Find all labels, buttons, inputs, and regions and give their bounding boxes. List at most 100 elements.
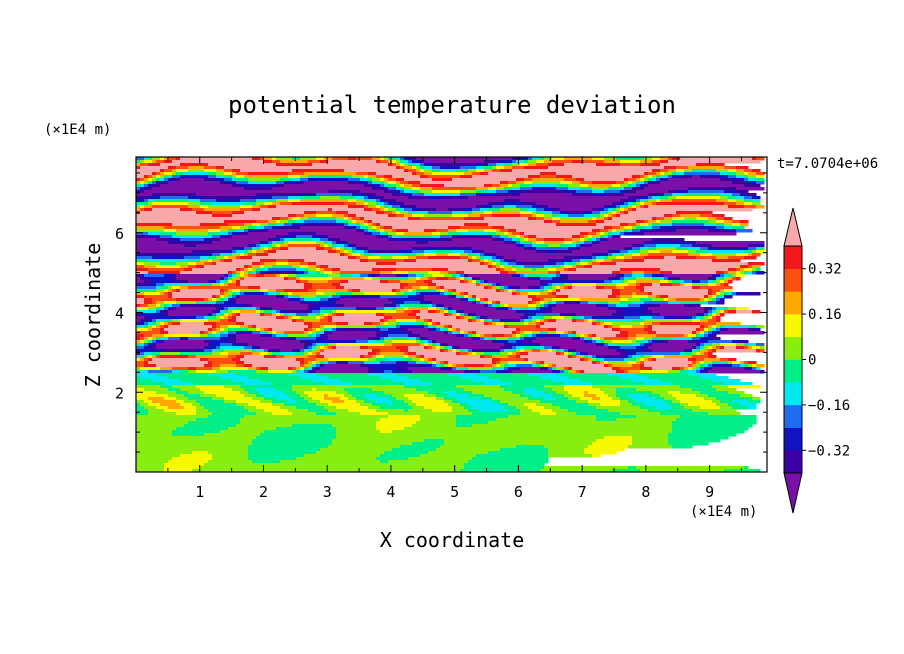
contour-cell	[304, 331, 309, 335]
contour-cell	[276, 310, 281, 314]
contour-cell	[608, 250, 617, 254]
contour-cell	[236, 361, 245, 365]
contour-cell	[172, 385, 197, 389]
contour-cell	[604, 205, 609, 209]
contour-cell	[376, 394, 393, 398]
contour-cell	[660, 283, 673, 287]
contour-cell	[652, 298, 665, 302]
contour-cell	[424, 364, 433, 368]
contour-cell	[544, 160, 553, 164]
contour-cell	[424, 346, 429, 350]
contour-cell	[428, 391, 445, 395]
contour-cell	[384, 205, 389, 209]
contour-cell	[672, 424, 753, 428]
contour-cell	[160, 292, 165, 296]
contour-cell	[160, 310, 165, 314]
contour-cell	[292, 397, 305, 401]
contour-cell	[356, 247, 361, 251]
contour-cell	[668, 175, 673, 179]
contour-cell	[432, 190, 461, 194]
contour-cell	[256, 193, 301, 197]
contour-cell	[420, 337, 425, 341]
contour-cell	[572, 235, 581, 239]
contour-cell	[744, 202, 753, 206]
contour-cell	[136, 325, 145, 329]
contour-cell	[308, 175, 353, 179]
contour-cell	[508, 262, 517, 266]
contour-cell	[536, 160, 545, 164]
contour-cell	[616, 388, 637, 392]
contour-cell	[576, 352, 581, 356]
contour-cell	[536, 235, 573, 239]
contour-cell	[572, 355, 577, 359]
contour-cell	[348, 241, 417, 245]
contour-cell	[228, 232, 233, 236]
contour-cell	[636, 277, 653, 281]
contour-cell	[176, 289, 181, 293]
contour-cell	[436, 307, 441, 311]
contour-cell	[248, 403, 273, 407]
contour-cell	[288, 274, 297, 278]
contour-cell	[396, 157, 401, 161]
contour-cell	[152, 172, 157, 176]
contour-cell	[504, 325, 509, 329]
contour-cell	[140, 340, 145, 344]
contour-cell	[272, 160, 281, 164]
contour-cell	[428, 196, 441, 200]
contour-cell	[288, 334, 309, 338]
contour-cell	[500, 364, 505, 368]
contour-cell	[308, 355, 317, 359]
contour-cell	[164, 160, 173, 164]
contour-cell	[444, 343, 449, 347]
contour-cell	[168, 325, 213, 329]
colorbar-swatch	[784, 246, 802, 269]
contour-cell	[504, 187, 513, 191]
contour-cell	[416, 277, 421, 281]
contour-cell	[168, 313, 209, 317]
contour-cell	[320, 349, 325, 353]
contour-cell	[148, 304, 157, 308]
contour-cell	[144, 157, 149, 161]
contour-cell	[384, 226, 393, 230]
contour-cell	[448, 325, 453, 329]
contour-cell	[220, 343, 233, 347]
contour-cell	[448, 349, 453, 353]
contour-cell	[512, 334, 517, 338]
contour-cell	[636, 352, 681, 356]
contour-cell	[572, 337, 577, 341]
contour-cell	[168, 166, 177, 170]
contour-cell	[692, 280, 701, 284]
contour-cell	[564, 385, 593, 389]
contour-cell	[744, 184, 761, 188]
contour-cell	[420, 208, 437, 212]
contour-cell	[672, 280, 681, 284]
contour-cell	[304, 349, 309, 353]
contour-cell	[152, 352, 161, 356]
contour-cell	[380, 157, 385, 161]
contour-cell	[312, 322, 337, 326]
contour-cell	[556, 319, 573, 323]
contour-cell	[560, 181, 573, 185]
contour-cell	[720, 295, 725, 299]
contour-cell	[436, 304, 441, 308]
contour-cell	[676, 229, 709, 233]
contour-cell	[520, 184, 533, 188]
contour-cell	[352, 253, 361, 257]
contour-cell	[508, 409, 521, 413]
contour-cell	[172, 322, 181, 326]
contour-cell	[464, 298, 469, 302]
contour-cell	[560, 334, 569, 338]
contour-cell	[604, 217, 609, 221]
contour-cell	[712, 253, 737, 257]
contour-cell	[608, 304, 617, 308]
contour-cell	[292, 367, 297, 371]
contour-cell	[536, 304, 541, 308]
contour-cell	[428, 337, 473, 341]
contour-cell	[240, 310, 257, 314]
contour-cell	[416, 241, 429, 245]
contour-cell	[400, 208, 405, 212]
contour-cell	[348, 244, 353, 248]
contour-cell	[416, 211, 429, 215]
contour-cell	[500, 160, 513, 164]
contour-cell	[672, 250, 689, 254]
